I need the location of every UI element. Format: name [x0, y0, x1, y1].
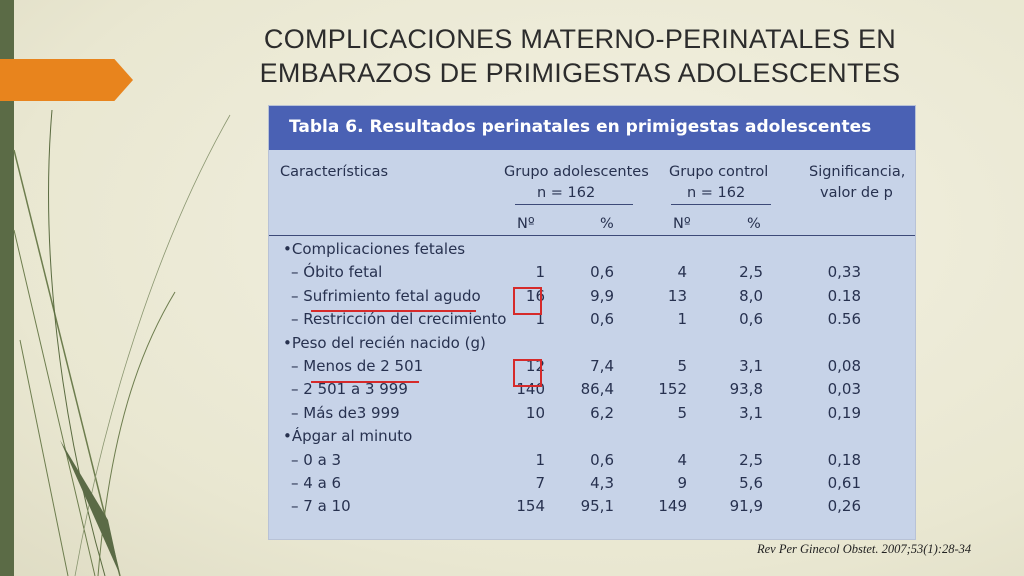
cell-c-n: 9	[677, 474, 687, 492]
title-line-2: EMBARAZOS DE PRIMIGESTAS ADOLESCENTES	[259, 58, 901, 88]
cell-a-pct: 4,3	[590, 474, 614, 492]
cell-c-pct: 2,5	[739, 450, 763, 469]
table-row: – 0 a 3 1 0,6 4 2,5 0,18	[269, 449, 915, 472]
cell-c-pct: 3,1	[739, 403, 763, 422]
header-rule	[269, 235, 915, 236]
table-section-row: •Peso del recién nacido (g)	[269, 332, 915, 355]
cell-a-pct: 9,9	[590, 286, 614, 305]
cell-c-pct: 2,5	[739, 263, 763, 282]
row-label: – 2 501 a 3 999	[291, 380, 408, 399]
cell-a-n: 10	[525, 403, 545, 422]
group-control-rule	[671, 204, 771, 205]
col-p-value: valor de p	[820, 185, 893, 201]
section-label: •Ápgar al minuto	[283, 427, 413, 446]
cell-c-n: 149	[658, 497, 687, 516]
cell-p: 0,08	[827, 357, 861, 375]
cell-c-n: 4	[677, 450, 687, 469]
underline-menos-2501	[311, 381, 419, 383]
row-label: – Restricción del crecimiento	[291, 310, 507, 329]
cell-c-n: 1	[677, 310, 687, 329]
cell-p: 0.18	[827, 286, 861, 305]
cell-a-n: 140	[516, 380, 545, 399]
decorative-lines	[13, 109, 231, 576]
slide-title: COMPLICACIONES MATERNO-PERINATALES EN EM…	[230, 22, 930, 90]
cell-a-n: 1	[535, 450, 545, 469]
group-adolescent-rule	[515, 204, 633, 205]
highlight-box-sufrimiento	[513, 287, 542, 315]
cell-p: 0,33	[827, 263, 861, 282]
table-section-row: •Ápgar al minuto	[269, 425, 915, 448]
cell-a-n: 1	[535, 310, 545, 329]
cell-c-pct: 0,6	[739, 310, 763, 329]
row-label: – 0 a 3	[291, 450, 342, 469]
left-accent-bar	[0, 0, 14, 576]
col-significance: Significancia,	[809, 164, 906, 180]
cell-p: 0,18	[827, 450, 861, 469]
cell-c-pct: 93,8	[729, 380, 763, 399]
adolescent-pct-label: %	[600, 216, 614, 232]
row-label: – Menos de 2 501	[291, 357, 424, 375]
cell-c-n: 4	[677, 263, 687, 282]
row-label: – 4 a 6	[291, 474, 342, 492]
table-row: – 7 a 10 154 95,1 149 91,9 0,26	[269, 495, 915, 518]
cell-c-n: 5	[677, 357, 687, 375]
table-row: – 4 a 6 7 4,3 9 5,6 0,61	[269, 472, 915, 495]
col-group-adolescent-n: n = 162	[537, 185, 596, 201]
table-caption: Tabla 6. Resultados perinatales en primi…	[289, 117, 872, 137]
table-row: – Sufrimiento fetal agudo 16 9,9 13 8,0 0.18	[269, 285, 915, 308]
cell-a-pct: 7,4	[590, 357, 614, 375]
cell-c-n: 5	[677, 403, 687, 422]
title-line-1: COMPLICACIONES MATERNO-PERINATALES EN	[263, 24, 897, 54]
cell-p: 0,19	[827, 403, 861, 422]
col-characteristics: Características	[280, 164, 389, 180]
underline-sufrimiento	[311, 310, 476, 312]
section-label: •Complicaciones fetales	[283, 240, 466, 258]
table-section-row: •Complicaciones fetales	[269, 238, 915, 261]
cell-c-pct: 91,9	[729, 497, 763, 516]
results-table-image: Tabla 6. Resultados perinatales en primi…	[269, 106, 915, 539]
orange-arrow-shape	[0, 59, 133, 101]
table-row: – Menos de 2 501 12 7,4 5 3,1 0,08	[269, 355, 915, 378]
cell-c-pct: 8,0	[739, 286, 763, 305]
adolescent-num-label: Nº	[517, 216, 535, 232]
cell-p: 0,26	[827, 497, 861, 516]
highlight-box-menos-2501	[513, 359, 542, 387]
cell-c-n: 13	[667, 286, 687, 305]
citation: Rev Per Ginecol Obstet. 2007;53(1):28-34	[757, 542, 972, 556]
col-group-control: Grupo control	[669, 164, 769, 180]
control-num-label: Nº	[673, 216, 691, 232]
control-pct-label: %	[747, 216, 761, 232]
cell-c-n: 152	[658, 380, 687, 399]
table-row: – Más de3 999 10 6,2 5 3,1 0,19	[269, 402, 915, 425]
cell-p: 0,03	[827, 380, 861, 399]
table-caption-bar: Tabla 6. Resultados perinatales en primi…	[269, 106, 915, 150]
row-label: – 7 a 10	[291, 497, 351, 516]
cell-a-pct: 0,6	[590, 263, 614, 282]
col-group-control-n: n = 162	[687, 185, 746, 201]
cell-a-n: 1	[535, 263, 545, 282]
cell-c-pct: 5,6	[739, 474, 763, 492]
table-row: – 2 501 a 3 999 140 86,4 152 93,8 0,03	[269, 378, 915, 401]
cell-a-pct: 6,2	[590, 403, 614, 422]
cell-a-pct: 86,4	[580, 380, 614, 399]
cell-a-n: 7	[535, 474, 545, 492]
row-label: – Más de3 999	[291, 403, 400, 422]
cell-a-pct: 0,6	[590, 310, 614, 329]
cell-c-pct: 3,1	[739, 357, 763, 375]
cell-a-pct: 95,1	[580, 497, 614, 516]
section-label: •Peso del recién nacido (g)	[283, 333, 486, 352]
cell-a-n: 154	[516, 497, 545, 516]
table-row: – Óbito fetal 1 0,6 4 2,5 0,33	[269, 261, 915, 284]
row-label: – Óbito fetal	[291, 263, 383, 282]
cell-p: 0.56	[827, 310, 861, 329]
cell-p: 0,61	[827, 474, 861, 492]
row-label: – Sufrimiento fetal agudo	[291, 286, 481, 305]
col-group-adolescent: Grupo adolescentes	[504, 164, 649, 180]
cell-a-pct: 0,6	[590, 450, 614, 469]
table-row: – Restricción del crecimiento 1 0,6 1 0,6 0.5…	[269, 308, 915, 331]
